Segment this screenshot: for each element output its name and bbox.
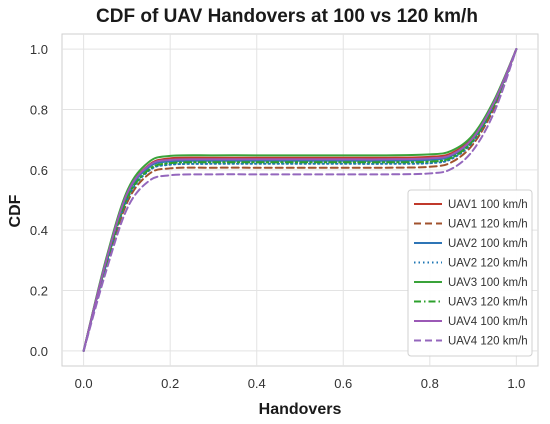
legend-label: UAV4 120 km/h xyxy=(448,336,528,348)
x-tick-label: 1.0 xyxy=(507,376,525,391)
chart-title: CDF of UAV Handovers at 100 vs 120 km/h xyxy=(96,6,478,27)
y-axis-ticks: 0.0 0.2 0.4 0.6 0.8 1.0 xyxy=(30,42,48,359)
y-tick-label: 0.6 xyxy=(30,163,48,178)
series-lines xyxy=(82,48,518,352)
x-axis-ticks: 0.0 0.2 0.4 0.6 0.8 1.0 xyxy=(75,376,526,391)
legend-label: UAV3 100 km/h xyxy=(448,277,528,289)
legend-label: UAV1 120 km/h xyxy=(448,219,528,231)
legend-label: UAV2 120 km/h xyxy=(448,258,528,270)
y-tick-label: 1.0 xyxy=(30,42,48,57)
legend-label: UAV3 120 km/h xyxy=(448,297,528,309)
y-tick-label: 0.2 xyxy=(30,284,48,299)
series-line-8 xyxy=(82,48,518,352)
legend-label: UAV4 100 km/h xyxy=(448,316,528,328)
x-tick-label: 0.8 xyxy=(421,376,439,391)
x-tick-label: 0.4 xyxy=(248,376,266,391)
x-tick-label: 0.0 xyxy=(75,376,93,391)
x-axis-label: Handovers xyxy=(259,401,342,418)
y-axis-label: CDF xyxy=(7,194,24,227)
x-tick-label: 0.6 xyxy=(334,376,352,391)
series-line-7 xyxy=(82,48,518,352)
x-tick-label: 0.2 xyxy=(161,376,179,391)
series-line-6 xyxy=(82,48,518,352)
legend: UAV1 100 km/h UAV1 120 km/h UAV2 100 km/h U… xyxy=(407,189,533,357)
y-tick-label: 0.8 xyxy=(30,102,48,117)
y-tick-label: 0.0 xyxy=(30,344,48,359)
legend-label: UAV2 100 km/h xyxy=(448,238,528,250)
series-line-2 xyxy=(82,48,518,352)
legend-label: UAV1 100 km/h xyxy=(448,199,528,211)
y-tick-label: 0.4 xyxy=(30,223,48,238)
legend-box xyxy=(407,189,533,357)
